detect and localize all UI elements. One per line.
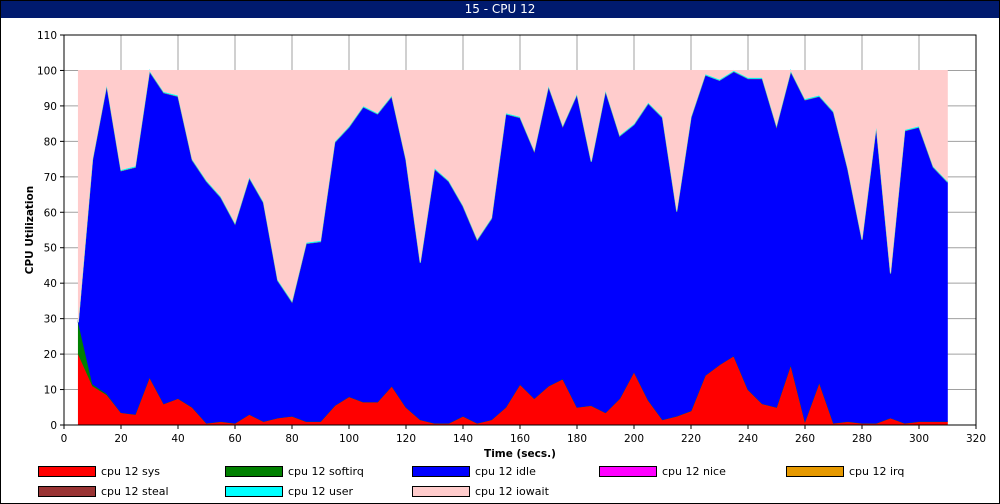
y-axis-label: CPU Utilization [24, 186, 36, 274]
y-tick-label: 100 [37, 65, 57, 77]
y-tick-label: 110 [37, 30, 57, 42]
y-tick-label: 20 [44, 349, 57, 361]
legend-label: cpu 12 irq [849, 465, 905, 478]
x-tick-label: 300 [909, 433, 929, 445]
y-tick-label: 60 [44, 207, 57, 219]
y-tick-label: 10 [44, 385, 57, 397]
x-tick-label: 200 [624, 433, 644, 445]
x-tick-label: 180 [567, 433, 587, 445]
legend-swatch [412, 466, 470, 477]
legend-swatch [786, 466, 844, 477]
legend-swatch [225, 486, 283, 497]
y-tick-label: 40 [44, 278, 57, 290]
legend-swatch [599, 466, 657, 477]
legend-label: cpu 12 steal [101, 485, 169, 498]
legend-label: cpu 12 user [288, 485, 353, 498]
x-tick-label: 60 [228, 433, 241, 445]
window-title: 15 - CPU 12 [464, 2, 536, 16]
legend-label: cpu 12 idle [475, 465, 536, 478]
x-tick-label: 220 [681, 433, 701, 445]
y-tick-label: 30 [44, 314, 57, 326]
legend-swatch [38, 486, 96, 497]
x-tick-label: 120 [396, 433, 416, 445]
legend-swatch [225, 466, 283, 477]
x-tick-label: 40 [171, 433, 184, 445]
legend-item-cpu-12-irq: cpu 12 irq [786, 465, 966, 479]
legend-label: cpu 12 nice [662, 465, 726, 478]
x-tick-label: 0 [61, 433, 68, 445]
y-axis: 0 10 20 30 40 50 60 70 80 90 100 110 [37, 30, 64, 432]
legend-item-cpu-12-steal: cpu 12 steal [38, 485, 218, 499]
x-tick-label: 260 [795, 433, 815, 445]
y-tick-label: 50 [44, 243, 57, 255]
y-tick-label: 0 [50, 420, 57, 432]
x-axis-label: Time (secs.) [484, 448, 556, 460]
y-tick-label: 70 [44, 172, 57, 184]
legend-item-cpu-12-iowait: cpu 12 iowait [412, 485, 592, 499]
legend-swatch [38, 466, 96, 477]
y-tick-label: 80 [44, 136, 57, 148]
window-titlebar: 15 - CPU 12 [1, 1, 999, 18]
legend-item-cpu-12-softirq: cpu 12 softirq [225, 465, 405, 479]
x-tick-label: 140 [453, 433, 473, 445]
x-tick-label: 320 [966, 433, 986, 445]
legend-item-cpu-12-user: cpu 12 user [225, 485, 405, 499]
legend-item-cpu-12-nice: cpu 12 nice [599, 465, 779, 479]
x-tick-label: 280 [852, 433, 872, 445]
legend-label: cpu 12 sys [101, 465, 160, 478]
legend-item-cpu-12-sys: cpu 12 sys [38, 465, 218, 479]
legend-item-cpu-12-idle: cpu 12 idle [412, 465, 592, 479]
x-tick-label: 240 [738, 433, 758, 445]
x-axis: 0 20 40 60 80 100 120 140 160 180 200 220 240 260 280 3… [61, 425, 986, 445]
y-tick-label: 90 [44, 101, 57, 113]
x-tick-label: 160 [510, 433, 530, 445]
x-tick-label: 20 [114, 433, 127, 445]
legend-label: cpu 12 iowait [475, 485, 549, 498]
x-tick-label: 100 [339, 433, 359, 445]
series-areas [77, 69, 948, 426]
legend-swatch [412, 486, 470, 497]
x-tick-label: 80 [285, 433, 298, 445]
legend-label: cpu 12 softirq [288, 465, 364, 478]
